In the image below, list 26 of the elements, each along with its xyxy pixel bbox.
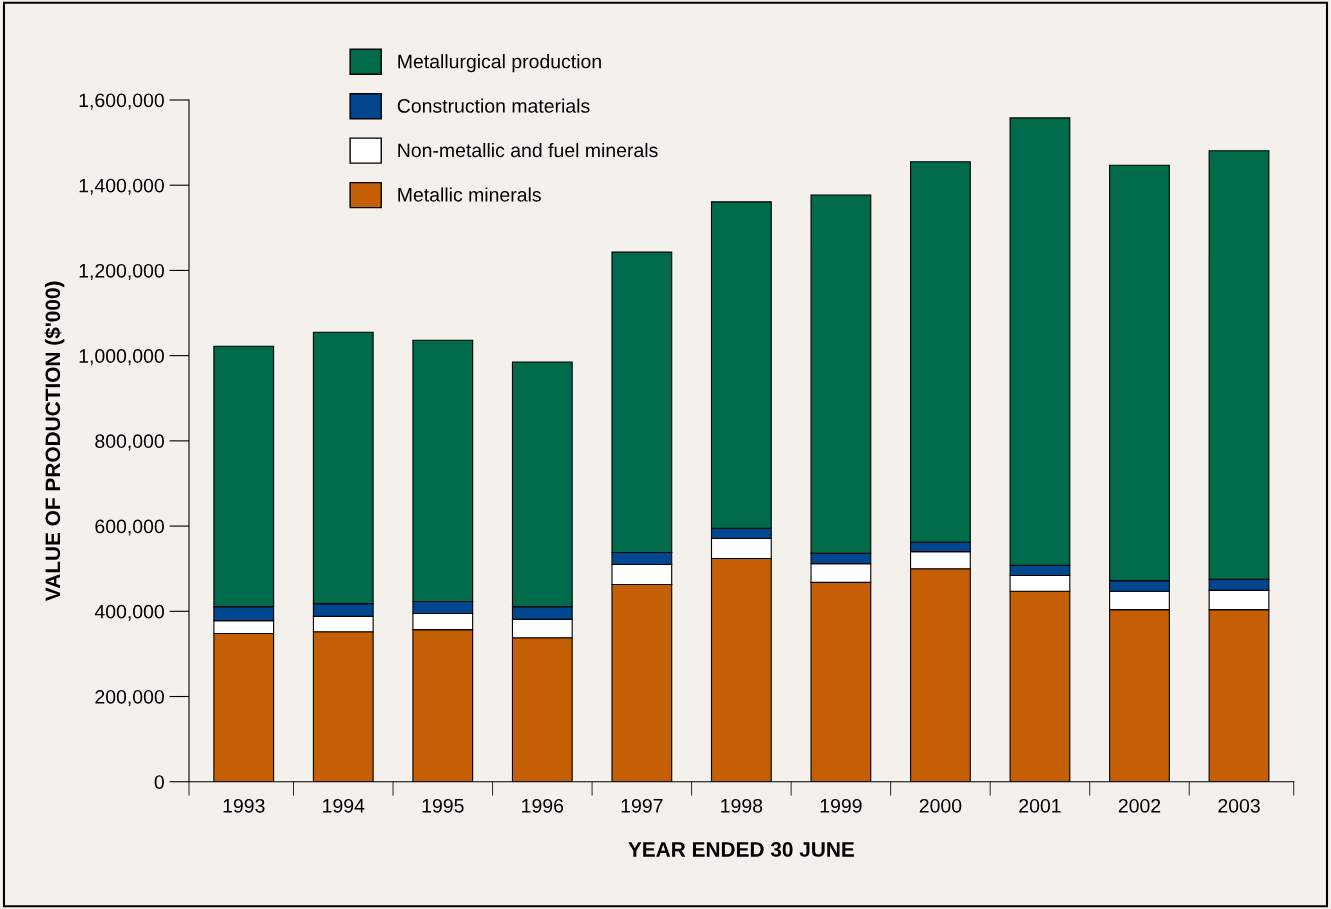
y-tick-label: 600,000 <box>95 519 164 536</box>
x-tick-label: 1997 <box>621 798 663 813</box>
y-tick-label: 0 <box>154 775 164 789</box>
x-tick-label: 1999 <box>820 798 862 813</box>
x-tick-label: 2000 <box>919 798 962 813</box>
y-tick-label: 1,400,000 <box>79 178 164 195</box>
y-tick-label: 400,000 <box>94 604 164 621</box>
x-tick-label: 2001 <box>1019 798 1061 813</box>
legend-label: Metallic minerals <box>398 187 541 202</box>
x-tick-label: 1994 <box>323 798 365 813</box>
legend-label: Metallurgical production <box>398 54 601 73</box>
x-tick-label: 1996 <box>522 798 564 813</box>
y-tick-label: 1,600,000 <box>79 93 164 110</box>
x-tick-label: 2002 <box>1118 798 1161 813</box>
legend-label: Construction materials <box>397 98 590 113</box>
legend-label: Non-metallic and fuel minerals <box>398 142 658 158</box>
y-tick-label: 800,000 <box>95 434 164 451</box>
x-tick-label: 1995 <box>422 798 464 813</box>
y-axis-title: VALUE OF PRODUCTION ($'000) <box>44 281 65 602</box>
y-tick-label: 200,000 <box>95 689 164 707</box>
x-tick-label: 1998 <box>721 798 763 813</box>
x-axis-title: YEAR ENDED 30 JUNE <box>628 842 855 857</box>
y-tick-label: 1,200,000 <box>79 263 164 280</box>
y-tick-label: 1,000,000 <box>79 349 164 366</box>
x-tick-label: 1993 <box>223 798 265 813</box>
x-tick-label: 2003 <box>1218 798 1260 813</box>
